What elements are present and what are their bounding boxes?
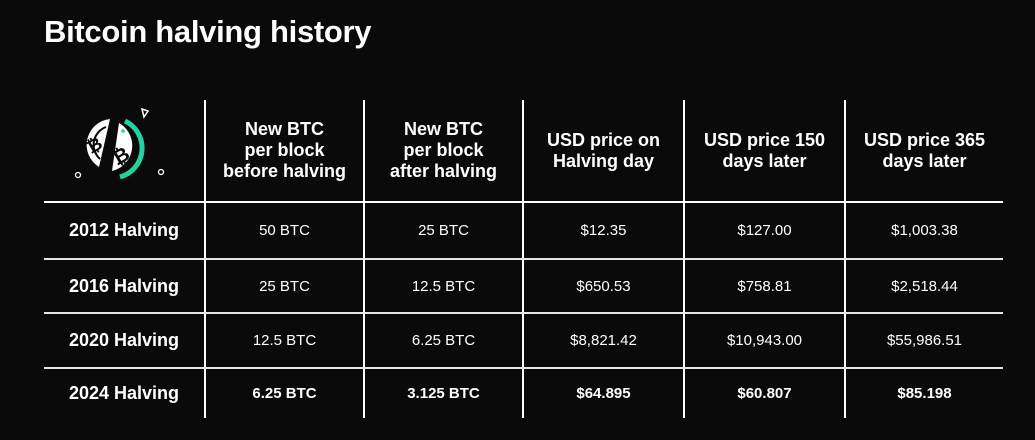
table-cell: $55,986.51 [886,332,963,349]
page-title: Bitcoin halving history [44,14,372,49]
table-cell: $650.53 [576,277,631,295]
sparkle-icon [140,107,150,119]
table-cell: 12.5 BTC [252,332,317,349]
row-label: 2020 Halving [68,330,180,350]
table-cell: 50 BTC [259,222,310,239]
table-cell: 6.25 BTC [411,332,476,349]
table-cell: $64.895 [576,385,631,402]
row-divider [44,367,1003,369]
table-cell: $8,821.42 [570,332,637,349]
column-header: New BTC per block after halving [389,119,498,181]
table-cell: 25 BTC [418,222,469,239]
column-header: USD price 365 days later [863,129,986,171]
coin-half-left: ₿ [83,119,110,167]
column-header: New BTC per block before halving [222,119,347,181]
table-cell: $758.81 [737,277,792,295]
table-cell: 25 BTC [259,277,310,295]
row-divider [44,258,1003,260]
table-cell: 12.5 BTC [411,277,476,295]
table-cell: $1,003.38 [891,222,958,239]
header-divider [44,201,1003,203]
table-cell: $12.35 [580,222,627,239]
row-label: 2012 Halving [68,220,180,240]
coin-half-right: ₿ [109,118,145,180]
dot-icon [74,171,82,179]
row-divider [44,312,1003,314]
table-cell: $10,943.00 [726,332,803,349]
table-cell: $85.198 [897,385,952,402]
table-cell: $60.807 [737,385,792,402]
row-label: 2024 Halving [68,383,180,403]
table-cell: $127.00 [737,222,792,239]
table-cell: 6.25 BTC [252,385,317,402]
table-cell: 3.125 BTC [407,385,480,402]
column-header: USD price 150 days later [703,129,826,171]
row-label: 2016 Halving [68,275,180,296]
bitcoin-halving-icon: ₿ ₿ [74,107,165,180]
column-header: USD price on Halving day [546,129,661,171]
table-cell: $2,518.44 [891,277,958,295]
dot-icon [157,168,165,176]
